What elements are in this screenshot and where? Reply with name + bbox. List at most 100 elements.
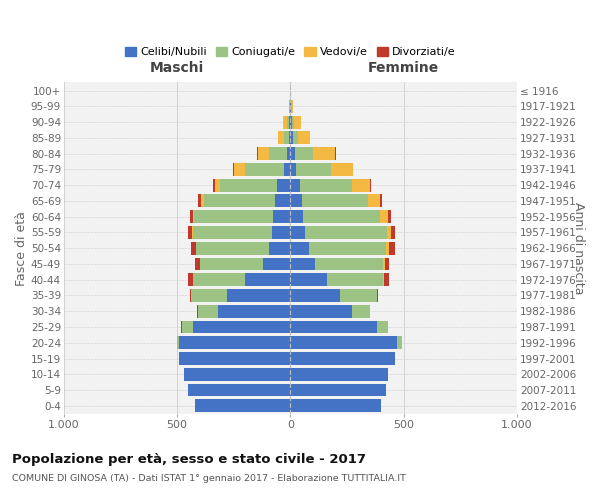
Bar: [290, 147, 295, 160]
Bar: [274, 210, 290, 223]
Bar: [302, 194, 368, 207]
Bar: [284, 132, 289, 144]
Bar: [290, 210, 303, 223]
Bar: [292, 100, 293, 113]
Bar: [213, 178, 215, 192]
Bar: [290, 258, 316, 270]
Text: COMUNE DI GINOSA (TA) - Dati ISTAT 1° gennaio 2017 - Elaborazione TUTTITALIA.IT: COMUNE DI GINOSA (TA) - Dati ISTAT 1° ge…: [12, 474, 406, 483]
Bar: [188, 274, 193, 286]
Bar: [269, 242, 290, 254]
Bar: [340, 289, 377, 302]
Bar: [387, 226, 391, 239]
Bar: [290, 132, 293, 144]
Bar: [215, 178, 220, 192]
Bar: [397, 336, 401, 349]
Bar: [308, 242, 386, 254]
Bar: [290, 163, 296, 176]
Bar: [272, 226, 290, 239]
Bar: [313, 147, 335, 160]
Bar: [196, 242, 269, 254]
Bar: [278, 132, 284, 144]
Bar: [377, 320, 388, 334]
Bar: [190, 210, 193, 223]
Bar: [370, 178, 371, 192]
Bar: [277, 178, 290, 192]
Bar: [296, 163, 331, 176]
Bar: [290, 384, 386, 396]
Bar: [184, 368, 290, 380]
Bar: [188, 226, 193, 239]
Bar: [218, 305, 290, 318]
Bar: [177, 336, 179, 349]
Bar: [290, 320, 377, 334]
Bar: [290, 368, 388, 380]
Bar: [275, 194, 290, 207]
Bar: [287, 147, 290, 160]
Text: Maschi: Maschi: [150, 62, 204, 76]
Bar: [290, 226, 305, 239]
Bar: [188, 384, 290, 396]
Bar: [290, 336, 397, 349]
Bar: [289, 132, 290, 144]
Bar: [385, 258, 389, 270]
Bar: [290, 352, 395, 365]
Bar: [193, 226, 272, 239]
Bar: [234, 163, 245, 176]
Bar: [196, 258, 200, 270]
Bar: [291, 100, 292, 113]
Bar: [289, 100, 290, 113]
Bar: [293, 132, 298, 144]
Bar: [245, 163, 284, 176]
Bar: [191, 289, 227, 302]
Bar: [289, 116, 290, 128]
Bar: [200, 258, 263, 270]
Bar: [290, 274, 327, 286]
Bar: [182, 320, 193, 334]
Bar: [190, 289, 191, 302]
Bar: [294, 116, 301, 128]
Bar: [316, 258, 383, 270]
Bar: [290, 305, 352, 318]
Bar: [380, 210, 388, 223]
Bar: [191, 242, 196, 254]
Bar: [391, 226, 395, 239]
Bar: [388, 210, 391, 223]
Bar: [327, 274, 383, 286]
Bar: [305, 226, 387, 239]
Bar: [198, 194, 201, 207]
Y-axis label: Anni di nascita: Anni di nascita: [572, 202, 585, 294]
Bar: [193, 320, 290, 334]
Bar: [303, 210, 380, 223]
Bar: [290, 289, 340, 302]
Bar: [227, 289, 290, 302]
Bar: [383, 258, 385, 270]
Bar: [287, 116, 289, 128]
Legend: Celibi/Nubili, Coniugati/e, Vedovi/e, Divorziati/e: Celibi/Nubili, Coniugati/e, Vedovi/e, Di…: [123, 44, 458, 59]
Bar: [284, 163, 290, 176]
Bar: [194, 210, 274, 223]
Bar: [290, 178, 299, 192]
Bar: [290, 194, 302, 207]
Bar: [380, 194, 382, 207]
Bar: [283, 116, 287, 128]
Bar: [290, 116, 292, 128]
Bar: [193, 274, 245, 286]
Bar: [386, 242, 389, 254]
Bar: [245, 274, 290, 286]
Bar: [389, 242, 395, 254]
Bar: [269, 147, 287, 160]
Bar: [179, 336, 290, 349]
Bar: [298, 132, 310, 144]
Bar: [368, 194, 380, 207]
Bar: [292, 116, 294, 128]
Bar: [299, 178, 352, 192]
Bar: [197, 305, 218, 318]
Bar: [352, 178, 370, 192]
Bar: [331, 163, 353, 176]
Bar: [377, 289, 378, 302]
Bar: [290, 242, 308, 254]
Bar: [201, 194, 205, 207]
Bar: [384, 274, 389, 286]
Text: Femmine: Femmine: [368, 62, 439, 76]
Bar: [290, 100, 291, 113]
